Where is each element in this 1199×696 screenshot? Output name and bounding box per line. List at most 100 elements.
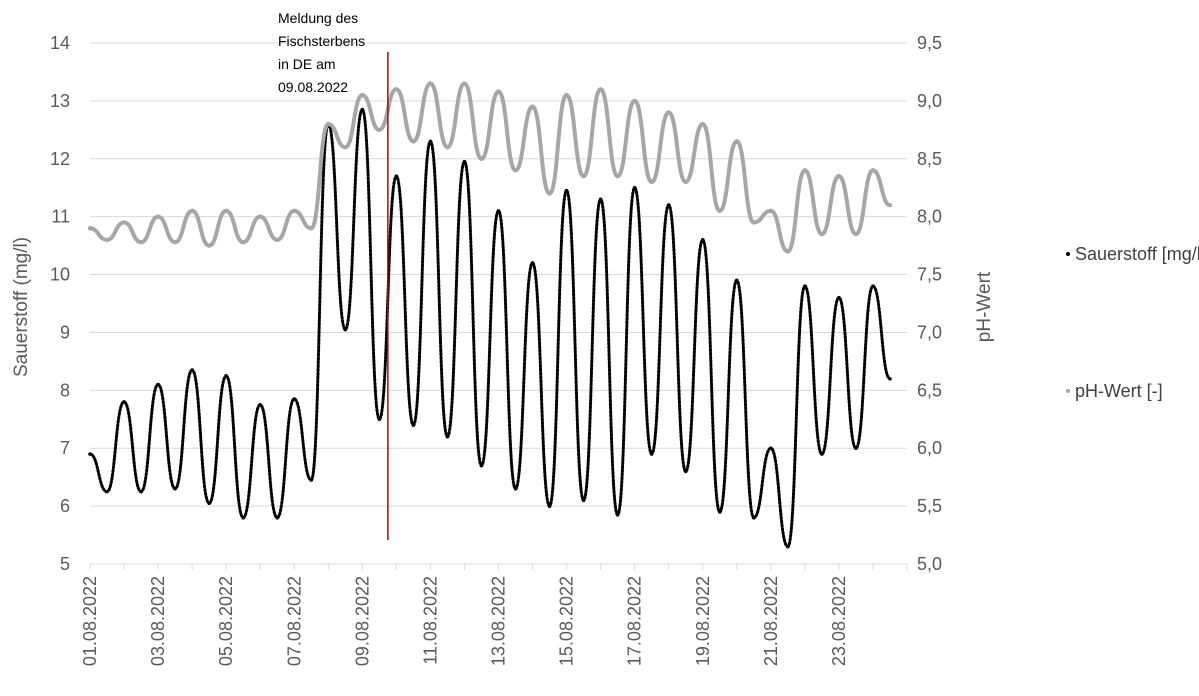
data-point-sauerstoff xyxy=(530,261,535,265)
x-tick-label: 21.08.2022 xyxy=(761,576,781,666)
data-point-ph xyxy=(853,231,859,237)
data-point-sauerstoff xyxy=(717,510,722,514)
data-point-ph xyxy=(496,89,501,94)
annotation-text-line-1: Meldung des xyxy=(278,10,358,26)
data-point-ph xyxy=(121,220,127,225)
y-tick-label-left: 10 xyxy=(50,265,70,285)
x-tick-label: 17.08.2022 xyxy=(625,576,645,666)
data-point-sauerstoff xyxy=(105,489,109,494)
data-point-sauerstoff xyxy=(700,238,705,242)
data-point-sauerstoff xyxy=(292,397,297,401)
data-point-ph xyxy=(394,87,399,92)
data-point-sauerstoff xyxy=(445,434,450,439)
annotation-text-line-4: 09.08.2022 xyxy=(278,79,348,95)
x-tick-label: 05.08.2022 xyxy=(216,576,236,666)
data-point-ph xyxy=(258,214,263,219)
gridlines xyxy=(90,42,907,565)
data-point-sauerstoff xyxy=(837,295,841,300)
data-point-ph xyxy=(615,173,620,179)
data-point-ph xyxy=(887,202,893,208)
y-tick-label-left: 7 xyxy=(60,438,70,458)
data-point-ph xyxy=(87,226,93,231)
x-tick-label: 23.08.2022 xyxy=(829,576,849,666)
data-point-ph xyxy=(513,168,518,173)
data-point-sauerstoff xyxy=(207,501,211,506)
data-point-sauerstoff xyxy=(377,417,382,422)
legend-label-ph: pH-Wert [-] xyxy=(1075,381,1163,401)
y-tick-label-right: 6,5 xyxy=(917,380,942,400)
y-tick-label-right: 9,0 xyxy=(917,91,942,111)
data-point-sauerstoff xyxy=(786,544,790,549)
data-point-sauerstoff xyxy=(683,469,688,474)
data-point-ph xyxy=(360,92,365,98)
data-point-sauerstoff xyxy=(752,515,756,520)
data-point-sauerstoff xyxy=(649,452,654,456)
data-point-sauerstoff xyxy=(173,486,177,491)
x-tick-label: 01.08.2022 xyxy=(80,576,100,666)
data-point-ph xyxy=(377,127,382,133)
annotation-text-line-3: in DE am xyxy=(278,56,336,72)
data-point-sauerstoff xyxy=(871,284,875,288)
x-tick-label: 09.08.2022 xyxy=(352,576,372,666)
data-point-sauerstoff xyxy=(666,203,671,207)
x-tick-label: 13.08.2022 xyxy=(489,576,509,666)
x-tick-label: 11.08.2022 xyxy=(420,576,440,665)
x-tick-label: 07.08.2022 xyxy=(284,576,304,666)
data-point-ph xyxy=(632,98,637,104)
y-axis-title-left: Sauerstoff (mg/l) xyxy=(11,237,32,377)
data-point-ph xyxy=(326,121,331,127)
data-point-sauerstoff xyxy=(615,512,620,517)
data-point-ph xyxy=(343,145,348,150)
y-tick-label-right: 8,0 xyxy=(917,207,942,227)
data-point-ph xyxy=(751,220,757,225)
data-point-ph xyxy=(581,173,586,179)
data-point-ph xyxy=(683,179,688,185)
data-point-ph xyxy=(870,168,876,173)
data-point-ph xyxy=(479,156,484,161)
data-point-ph xyxy=(189,208,195,214)
data-point-sauerstoff xyxy=(258,403,263,407)
data-point-sauerstoff xyxy=(139,489,143,494)
axes: 5 5,0 6 5,5 7 6,0 8 6,5 9 7,0 10 7,5 11 8,0 12 8,5 13 9,0… xyxy=(50,33,942,666)
data-point-ph xyxy=(292,208,297,214)
data-point-sauerstoff xyxy=(496,209,501,213)
data-point-sauerstoff xyxy=(360,107,365,112)
y-tick-label-right: 9,5 xyxy=(917,33,942,53)
data-point-ph xyxy=(802,168,808,173)
x-tick-label: 03.08.2022 xyxy=(148,576,168,666)
data-point-sauerstoff xyxy=(547,504,552,508)
data-point-ph xyxy=(785,249,791,254)
y-tick-label-right: 8,5 xyxy=(917,149,942,169)
y-tick-label-left: 9 xyxy=(60,322,70,342)
data-point-sauerstoff xyxy=(275,515,280,520)
y-tick-label-left: 8 xyxy=(60,380,70,400)
data-point-ph xyxy=(700,121,705,127)
y-tick-label-left: 11 xyxy=(51,207,70,227)
x-tick-label: 15.08.2022 xyxy=(557,576,577,666)
data-point-sauerstoff xyxy=(820,452,824,456)
y-tick-label-left: 6 xyxy=(60,496,70,516)
data-point-ph xyxy=(819,231,825,237)
legend-marker-ph xyxy=(1066,389,1070,393)
data-point-sauerstoff xyxy=(428,139,433,144)
data-point-ph xyxy=(445,145,450,150)
data-point-ph xyxy=(411,139,416,144)
data-point-sauerstoff xyxy=(309,478,314,482)
data-point-ph xyxy=(223,208,229,214)
data-point-ph xyxy=(836,173,842,179)
data-point-sauerstoff xyxy=(156,382,160,387)
data-point-sauerstoff xyxy=(854,446,858,451)
y-tick-label-left: 12 xyxy=(50,149,70,169)
data-point-ph xyxy=(564,92,569,98)
data-point-sauerstoff xyxy=(462,159,467,164)
y-tick-label-left: 5 xyxy=(60,554,70,574)
data-point-ph xyxy=(275,237,280,243)
data-point-sauerstoff xyxy=(632,185,637,190)
data-point-sauerstoff xyxy=(122,400,126,404)
data-point-ph xyxy=(598,87,603,92)
legend: Sauerstoff [mg/l] pH-Wert [-] xyxy=(1066,244,1199,401)
data-point-sauerstoff xyxy=(888,376,892,381)
data-point-ph xyxy=(530,104,535,109)
legend-marker-sauerstoff xyxy=(1066,252,1070,256)
